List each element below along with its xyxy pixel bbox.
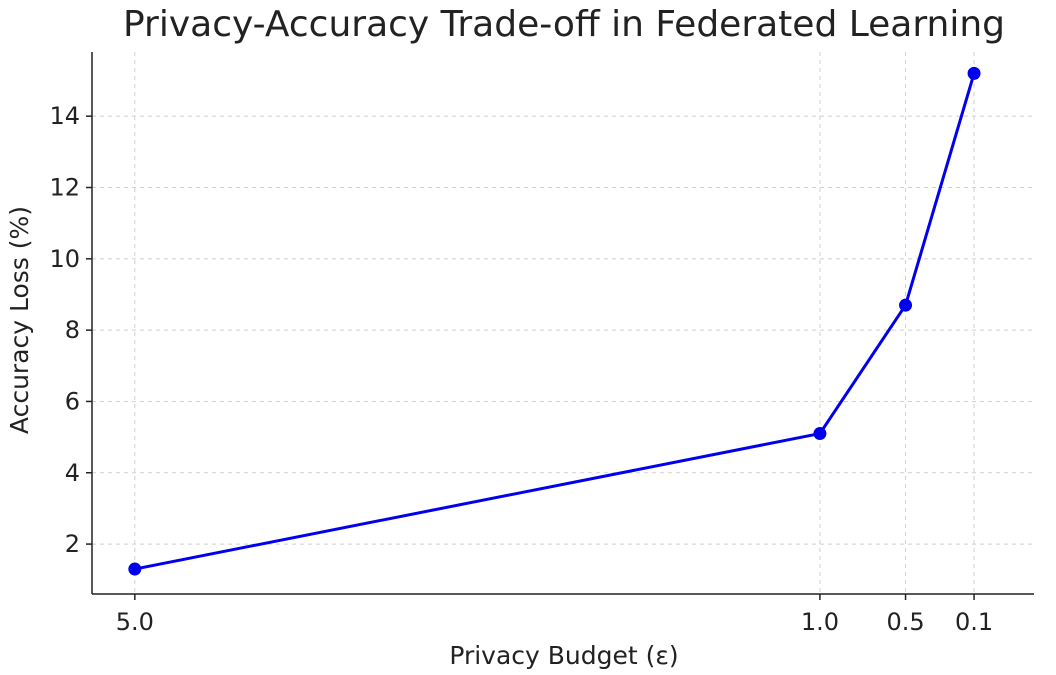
y-axis-label: Accuracy Loss (%) (5, 206, 34, 434)
y-tick-label: 10 (49, 245, 80, 273)
x-tick-label: 0.5 (886, 608, 924, 636)
y-tick-label: 6 (65, 387, 80, 415)
y-tick-label: 2 (65, 530, 80, 558)
series-line (134, 72, 976, 571)
x-axis-label: Privacy Budget (ε) (449, 641, 678, 670)
x-tick-label: 5.0 (116, 608, 154, 636)
y-tick-label: 12 (49, 174, 80, 202)
data-point (899, 298, 913, 312)
grid (92, 52, 1034, 594)
x-tick-label: 0.1 (955, 608, 993, 636)
chart-title: Privacy-Accuracy Trade-off in Federated … (123, 4, 1005, 45)
y-tick-label: 4 (65, 459, 80, 487)
data-point (967, 66, 981, 80)
series (128, 66, 981, 576)
data-point (813, 427, 827, 441)
data-point (128, 562, 142, 576)
y-tick-label: 8 (65, 316, 80, 344)
x-tick-label: 1.0 (801, 608, 839, 636)
y-tick-label: 14 (49, 102, 80, 130)
axes: 2 4 6 8 10 12 14 5.0 1.0 0.5 0.1 (49, 52, 1034, 636)
